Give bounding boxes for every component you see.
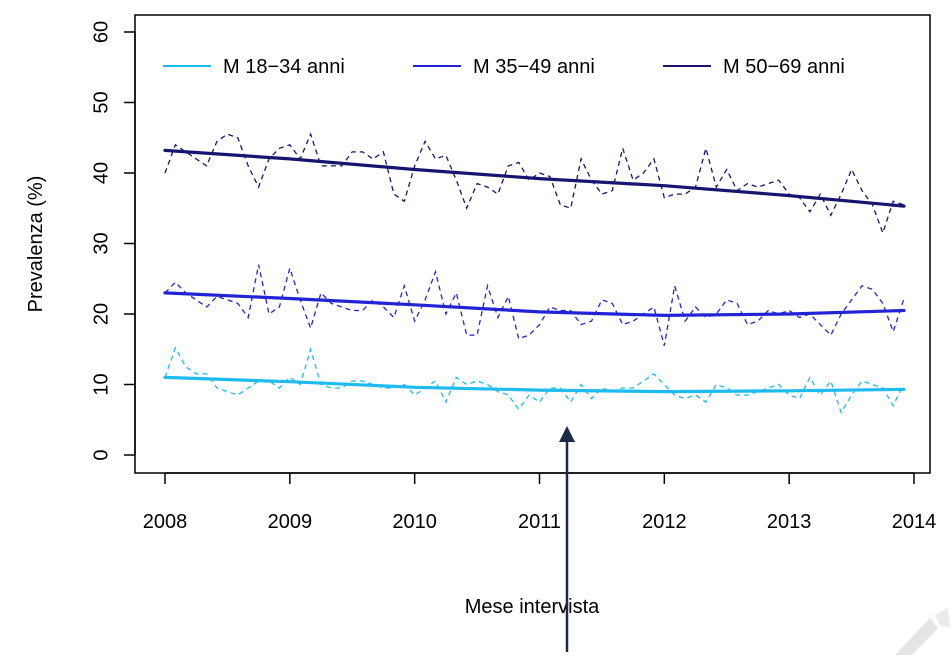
series-3-monthly-line xyxy=(164,132,904,235)
series-2-trend-line xyxy=(163,291,906,317)
legend-label-3: M 50−69 anni xyxy=(723,56,845,78)
x-tick-label: 2013 xyxy=(767,511,812,533)
annotation-arrow xyxy=(559,426,575,652)
x-tick-label: 2010 xyxy=(392,511,437,533)
y-tick-label: 60 xyxy=(90,21,112,43)
y-tick-label: 50 xyxy=(90,91,112,113)
x-tick-label: 2008 xyxy=(143,511,188,533)
y-tick-label: 0 xyxy=(90,449,112,460)
axes: 2008 2009 2010 2011 2012 2013 2014 0 10 20 30 40 50 6… xyxy=(90,21,936,533)
x-tick-label: 2014 xyxy=(892,511,937,533)
y-tick-label: 20 xyxy=(90,303,112,325)
watermark-graphic xyxy=(895,608,950,655)
series-layer xyxy=(163,132,906,415)
x-axis-title: Mese intervista xyxy=(465,596,600,618)
y-tick-label: 40 xyxy=(90,162,112,184)
x-tick-label: 2009 xyxy=(268,511,313,533)
series-2-monthly-line xyxy=(164,264,905,346)
series-3-trend-line xyxy=(163,148,906,208)
x-tick-label: 2012 xyxy=(642,511,687,533)
legend-label-2: M 35−49 anni xyxy=(473,56,595,78)
x-tick-label: 2011 xyxy=(518,511,561,533)
series-1-monthly-line xyxy=(164,346,905,415)
legend: M 18−34 anni M 35−49 anni M 50−69 anni xyxy=(163,56,845,78)
series-1-trend-line xyxy=(163,375,906,394)
y-tick-label: 10 xyxy=(90,373,112,395)
legend-label-1: M 18−34 anni xyxy=(223,56,345,78)
y-tick-label: 30 xyxy=(90,232,112,254)
plot-frame xyxy=(134,14,931,474)
y-axis-title: Prevalenza (%) xyxy=(25,176,47,313)
